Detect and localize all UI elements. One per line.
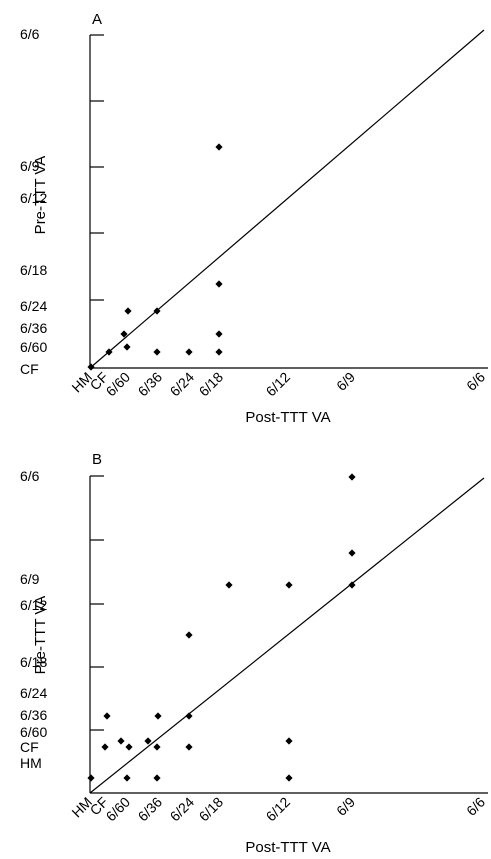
panel-b-x-label-6-12: 6/12	[263, 794, 294, 825]
data-point	[225, 581, 233, 589]
panel-a-x-tick-labels: HM CF 6/60 6/36 6/24 6/18 6/12 6/9 6/6	[68, 369, 488, 400]
panel-b-y-label-6-9: 6/9	[20, 571, 40, 587]
panel-b-y-label-6-60: 6/60	[20, 724, 47, 740]
panel-b-y-label-cf: CF	[20, 739, 39, 755]
panel-a-y-tick-labels: 6/6 6/9 6/12 6/18 6/24 6/36 6/60 CF	[20, 26, 47, 377]
data-point	[185, 712, 193, 720]
panel-a-y-label-6-18: 6/18	[20, 262, 47, 278]
panel-b-y-tick-labels: 6/6 6/9 6/12 6/18 6/24 6/36 6/60 CF HM	[20, 468, 47, 771]
data-point	[87, 774, 95, 782]
data-point	[154, 712, 162, 720]
panel-a: A 6/6 6/9 6/12 6/18 6/24 6/36 6/60 CF HM…	[20, 11, 488, 426]
data-point	[117, 737, 125, 745]
panel-b: B 6/6 6/9 6/12 6/18 6/24 6/36 6/60 CF HM…	[20, 451, 488, 856]
panel-b-x-label-6-9: 6/9	[333, 794, 358, 819]
panel-a-points	[87, 143, 223, 371]
data-point	[124, 307, 132, 315]
data-point	[348, 473, 356, 481]
panel-b-x-label-6-18: 6/18	[196, 794, 227, 825]
panel-a-label: A	[92, 11, 102, 28]
panel-a-x-label-6-6: 6/6	[463, 369, 488, 394]
panel-a-y-label-6-24: 6/24	[20, 298, 47, 314]
data-point	[185, 631, 193, 639]
data-point	[285, 581, 293, 589]
data-point	[125, 743, 133, 751]
data-point	[153, 307, 161, 315]
data-point	[185, 348, 193, 356]
panel-a-y-axis-title: Pre-TTT VA	[32, 156, 49, 235]
data-point	[105, 348, 113, 356]
panel-b-identity-line	[89, 477, 485, 794]
panel-a-x-axis-title: Post-TTT VA	[245, 409, 330, 426]
data-point	[153, 348, 161, 356]
panel-a-x-label-6-60: 6/60	[103, 369, 134, 400]
data-point	[101, 743, 109, 751]
panel-b-x-label-6-6: 6/6	[463, 794, 488, 819]
panel-b-label: B	[92, 451, 102, 468]
data-point	[285, 737, 293, 745]
panel-b-y-label-hm: HM	[20, 755, 42, 771]
data-point	[153, 774, 161, 782]
data-point	[285, 774, 293, 782]
panel-b-y-axis-title: Pre-TTT VA	[32, 596, 49, 675]
data-point	[123, 343, 131, 351]
panel-a-y-label-6-9: 6/9	[20, 158, 40, 174]
panel-a-identity-line	[89, 29, 485, 369]
panel-a-x-label-6-24: 6/24	[167, 369, 198, 400]
data-point	[215, 280, 223, 288]
panel-a-y-label-cf: CF	[20, 361, 39, 377]
panel-b-ticks	[90, 475, 104, 731]
data-point	[153, 743, 161, 751]
data-point	[215, 348, 223, 356]
panel-b-x-axis-title: Post-TTT VA	[245, 839, 330, 856]
panel-a-y-label-6-36: 6/36	[20, 320, 47, 336]
panel-b-x-label-6-60: 6/60	[103, 794, 134, 825]
panel-b-y-label-6-12: 6/12	[20, 597, 47, 613]
data-point	[87, 363, 95, 371]
data-point	[103, 712, 111, 720]
data-point	[144, 737, 152, 745]
panel-b-y-label-6-18: 6/18	[20, 654, 47, 670]
panel-a-ticks	[90, 34, 104, 301]
panel-a-x-label-6-18: 6/18	[196, 369, 227, 400]
panel-b-y-label-6-24: 6/24	[20, 685, 47, 701]
data-point	[215, 143, 223, 151]
panel-a-y-label-6-60: 6/60	[20, 339, 47, 355]
panel-a-x-label-6-9: 6/9	[333, 369, 358, 394]
panel-b-x-label-6-24: 6/24	[167, 794, 198, 825]
panel-a-y-label-6-12: 6/12	[20, 190, 47, 206]
data-point	[120, 330, 128, 338]
panel-a-x-label-6-12: 6/12	[263, 369, 294, 400]
data-point	[348, 581, 356, 589]
panel-b-x-tick-labels: HM CF 6/60 6/36 6/24 6/18 6/12 6/9 6/6	[68, 794, 488, 825]
panel-b-points	[87, 473, 356, 782]
panel-b-x-label-6-36: 6/36	[135, 794, 166, 825]
panel-a-y-label-6-6: 6/6	[20, 26, 40, 42]
data-point	[215, 330, 223, 338]
panel-b-y-label-6-36: 6/36	[20, 707, 47, 723]
panel-b-y-label-6-6: 6/6	[20, 468, 40, 484]
panel-a-x-label-6-36: 6/36	[135, 369, 166, 400]
data-point	[123, 774, 131, 782]
data-point	[348, 549, 356, 557]
data-point	[185, 743, 193, 751]
